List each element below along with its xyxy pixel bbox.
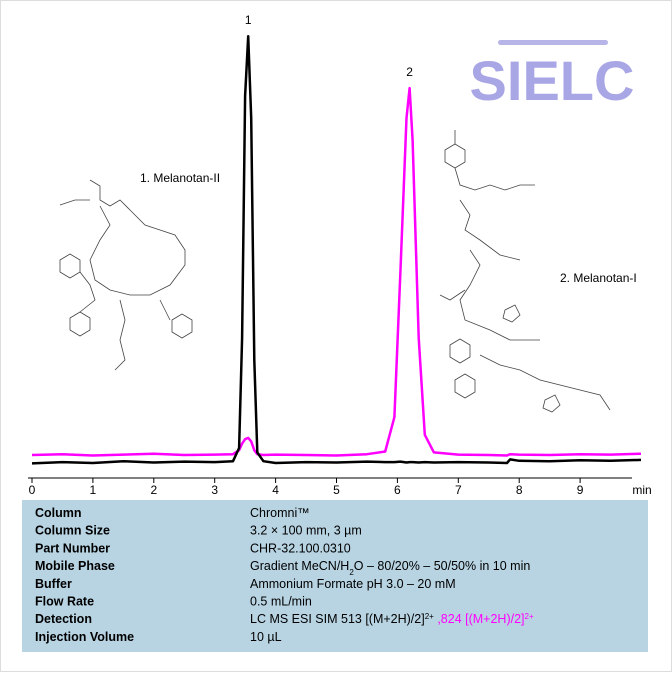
row-label: Column <box>35 506 82 520</box>
peak-label: 2 <box>406 65 413 79</box>
value-part: Gradient MeCN/H <box>250 559 349 573</box>
row-label: Column Size <box>35 524 110 538</box>
table-body: Column Chromni™ Column Size 3.2 × 100 mm, 3… <box>35 506 534 644</box>
value-part: 0.5 mL/min <box>250 595 312 609</box>
value-part: 2+ <box>525 612 534 621</box>
value-part: Chromni™ <box>250 506 310 520</box>
value-part: LC MS ESI SIM 513 [(M+2H)/2] <box>250 612 425 626</box>
compound-label: 2. Melanotan-I <box>560 271 637 285</box>
row-value: 0.5 mL/min <box>250 595 312 609</box>
value-part: Ammonium Formate pH 3.0 – 20 mM <box>250 577 456 591</box>
x-tick-label: 9 <box>577 483 584 497</box>
x-tick-label: 8 <box>516 483 523 497</box>
row-value: 3.2 × 100 mm, 3 µm <box>250 524 362 538</box>
value-part: ,824 [(M+2H)/2] <box>434 612 525 626</box>
row-label: Buffer <box>35 577 72 591</box>
logo-text: SIELC <box>470 49 635 112</box>
trace <box>31 86 642 457</box>
x-tick-label: 5 <box>333 483 340 497</box>
row-value: Chromni™ <box>250 506 310 520</box>
row-label: Injection Volume <box>35 630 134 644</box>
x-tick-label: 4 <box>272 483 279 497</box>
x-tick-label: 7 <box>455 483 462 497</box>
x-tick-label: 2 <box>150 483 157 497</box>
conditions-table <box>22 500 648 652</box>
x-axis-label: min <box>632 483 651 497</box>
x-tick-label: 6 <box>394 483 401 497</box>
peak-label: 1 <box>245 13 252 27</box>
x-tick-label: 0 <box>29 483 36 497</box>
compound-label: 1. Melanotan-II <box>140 171 220 185</box>
row-value: 10 µL <box>250 630 282 644</box>
value-part: 10 µL <box>250 630 282 644</box>
logo-swoosh <box>498 40 608 45</box>
value-part: 2 <box>349 568 354 577</box>
row-value: Ammonium Formate pH 3.0 – 20 mM <box>250 577 456 591</box>
row-label: Part Number <box>35 541 110 555</box>
molecule-2 <box>439 130 611 413</box>
row-value: Gradient MeCN/H2O – 80/20% – 50/50% in 1… <box>250 559 530 577</box>
row-label: Flow Rate <box>35 595 94 609</box>
logo: SIELC <box>470 40 635 112</box>
row-value: CHR-32.100.0310 <box>250 541 351 555</box>
row-label: Mobile Phase <box>35 559 115 573</box>
plot: 0 1 2 3 4 5 6 7 8 9 1 2 <box>29 13 642 497</box>
row-label: Detection <box>35 612 92 626</box>
molecule-1 <box>59 179 193 371</box>
row-value: LC MS ESI SIM 513 [(M+2H)/2]2+ ,824 [(M+… <box>250 612 534 627</box>
x-tick-label: 3 <box>211 483 218 497</box>
value-part: CHR-32.100.0310 <box>250 541 351 555</box>
value-part: 3.2 × 100 mm, 3 µm <box>250 524 362 538</box>
value-part: O – 80/20% – 50/50% in 10 min <box>354 559 531 573</box>
x-tick-label: 1 <box>90 483 97 497</box>
value-part: 2+ <box>425 612 434 621</box>
trace <box>31 34 642 465</box>
